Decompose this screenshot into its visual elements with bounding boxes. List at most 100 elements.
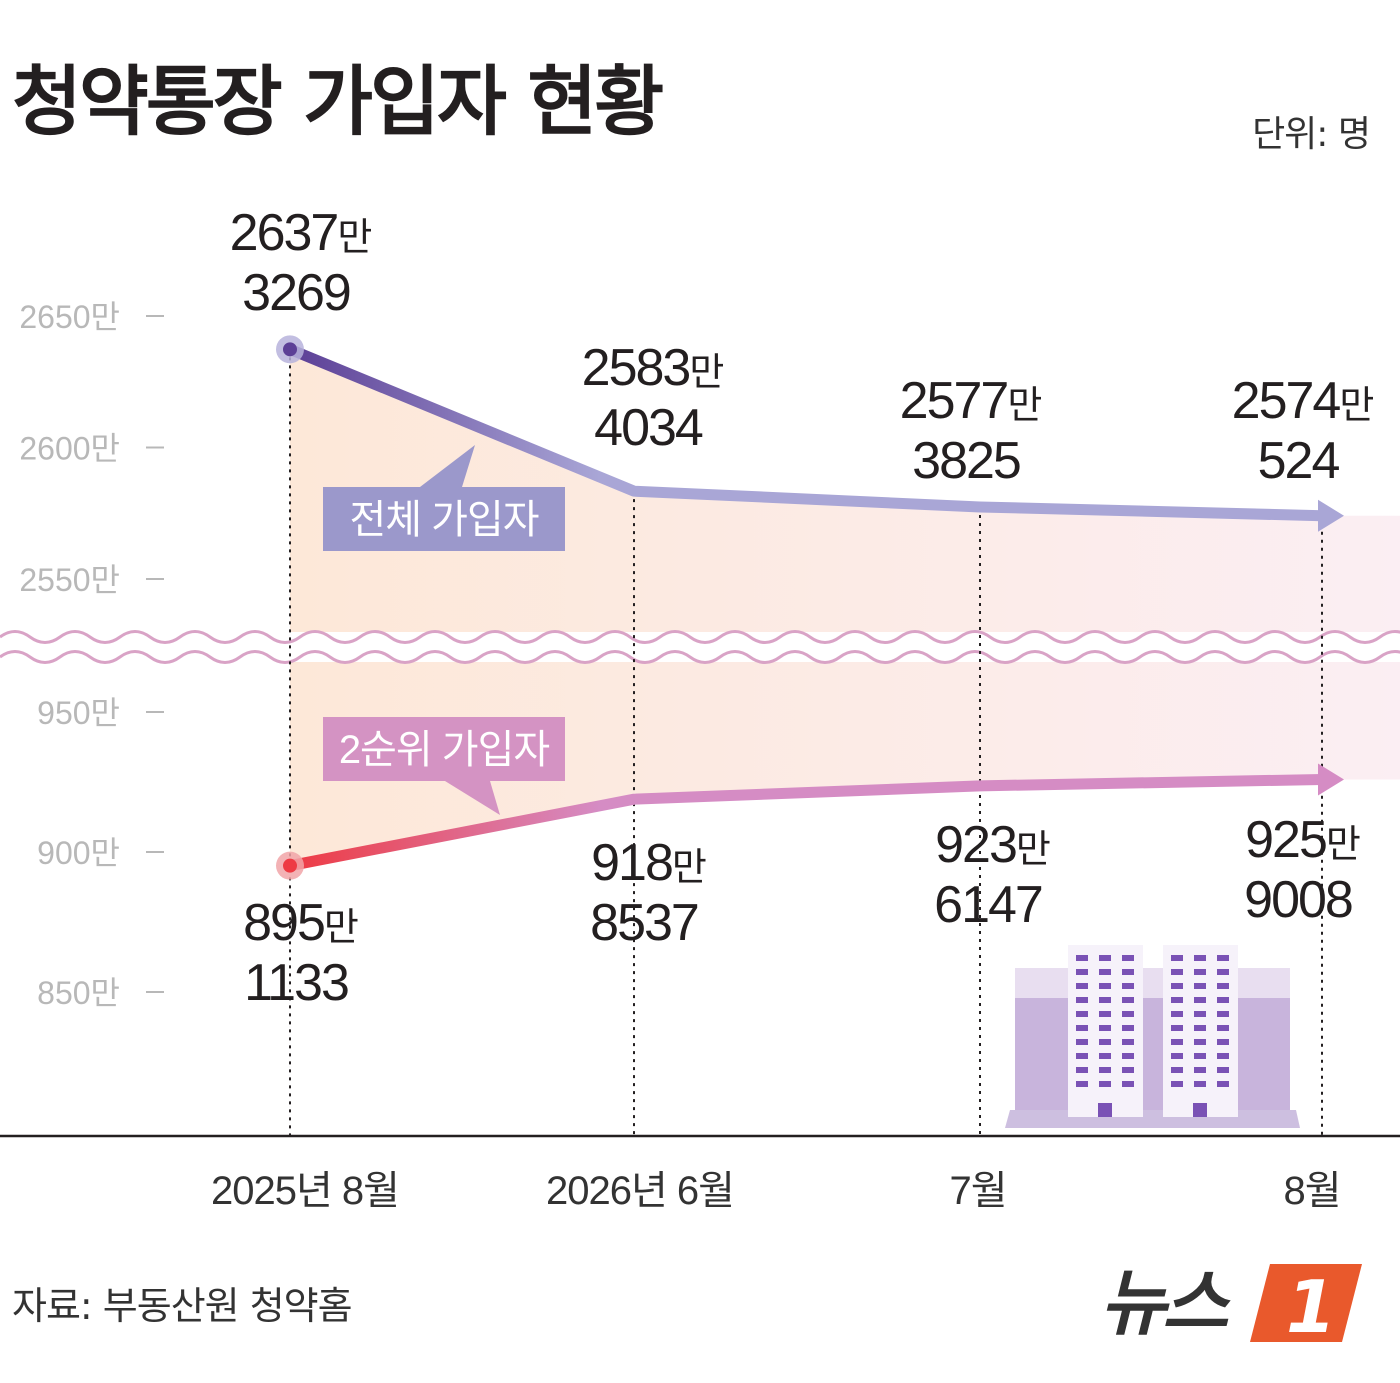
source-note: 자료: 부동산원 청약홈 [12,1284,353,1328]
building-window [1099,983,1111,989]
building-window [1076,1039,1088,1045]
building-window [1076,1025,1088,1031]
series-start-point [283,342,297,357]
building-window [1217,1025,1229,1031]
building-wing [1015,968,1290,998]
data-label-top: 925만 [1245,811,1360,869]
building-window [1076,983,1088,989]
building-window [1217,1081,1229,1087]
unit-label: 단위: 명 [1252,114,1371,155]
building-window [1194,983,1206,989]
building-window [1194,1067,1206,1073]
data-label-top: 918만 [591,834,706,892]
building-window [1171,955,1183,961]
building-window [1076,1067,1088,1073]
series-start-point [283,858,297,873]
x-tick-label: 2026년 6월 [546,1169,734,1213]
building-window [1099,1067,1111,1073]
building-window [1099,1039,1111,1045]
building-window [1171,997,1183,1003]
y-tick-label: 900만 [37,835,120,871]
series-arrowhead [1318,763,1344,796]
building-window [1122,1053,1134,1059]
data-label-bottom: 524 [1258,432,1340,490]
building-base [1005,1110,1300,1128]
building-window [1217,983,1229,989]
series-tag-label: 전체 가입자 [349,498,538,542]
news1-logo: 뉴스 1 [1100,1261,1362,1349]
building-window [1122,1081,1134,1087]
building-window [1076,1053,1088,1059]
series-tags: 전체 가입자 2순위 가입자 [323,445,565,815]
building-window [1194,955,1206,961]
building-window [1171,1025,1183,1031]
logo-text: 뉴스 [1100,1261,1231,1345]
logo-mark: 1 [1286,1265,1336,1349]
building-window [1122,969,1134,975]
series-tag-pointer [445,781,500,815]
building-window [1217,1039,1229,1045]
data-label-top: 2583만 [582,339,724,397]
building-window [1076,955,1088,961]
area-fill [290,349,1400,866]
building-window [1099,1025,1111,1031]
data-label-top: 2637만 [230,204,372,262]
y-tick-label: 2550만 [19,562,120,598]
x-tick-label: 8월 [1283,1169,1340,1213]
building-window [1099,969,1111,975]
building-window [1217,1011,1229,1017]
data-label-top: 895만 [243,894,358,952]
x-tick-label: 7월 [949,1169,1006,1213]
data-label-bottom: 6147 [934,876,1042,934]
building-window [1171,1081,1183,1087]
series-layer [276,335,1344,880]
building-window [1099,955,1111,961]
building-window [1122,997,1134,1003]
building-window [1076,997,1088,1003]
building-window [1076,969,1088,975]
building-window [1122,1011,1134,1017]
y-tick-label: 2600만 [19,431,120,467]
series-tag-box [323,717,565,781]
building-wing-body [1015,998,1290,1110]
building-window [1217,1053,1229,1059]
data-label-bottom: 4034 [594,399,703,457]
building-window [1076,1011,1088,1017]
building-window [1122,983,1134,989]
series-tag-pointer [420,445,475,487]
data-label-top: 923만 [935,816,1050,874]
data-label-bottom: 3269 [242,264,350,322]
building-window [1194,997,1206,1003]
series-tag-label: 2순위 가입자 [339,728,550,772]
data-label-top: 2574만 [1232,372,1374,430]
building-window [1194,1039,1206,1045]
building-door [1193,1103,1207,1117]
building-window [1194,1053,1206,1059]
data-label-top: 2577만 [900,372,1042,430]
building-window [1194,1025,1206,1031]
area-layer [290,349,1400,866]
building-window [1122,1067,1134,1073]
building-window [1122,1025,1134,1031]
y-tick-label: 850만 [37,975,120,1011]
building-window [1217,1067,1229,1073]
axis-break [0,630,1400,664]
building-window [1171,1039,1183,1045]
x-axis-labels: 2025년 8월 2026년 6월 7월 8월 [211,1169,1342,1213]
y-tick-label: 950만 [37,695,120,731]
building-window [1076,1081,1088,1087]
building-window [1171,983,1183,989]
building-window [1171,1053,1183,1059]
break-wave-bottom [0,650,1400,664]
building-window [1171,1067,1183,1073]
building-window [1194,1011,1206,1017]
building-window [1217,969,1229,975]
y-tick-label: 2650만 [19,299,120,335]
building-window [1217,955,1229,961]
building-window [1194,969,1206,975]
apartment-building-icon [1005,945,1300,1128]
data-label-bottom: 8537 [590,894,698,952]
chart-title: 청약통장 가입자 현황 [12,57,664,146]
building-window [1171,969,1183,975]
building-window [1099,1081,1111,1087]
